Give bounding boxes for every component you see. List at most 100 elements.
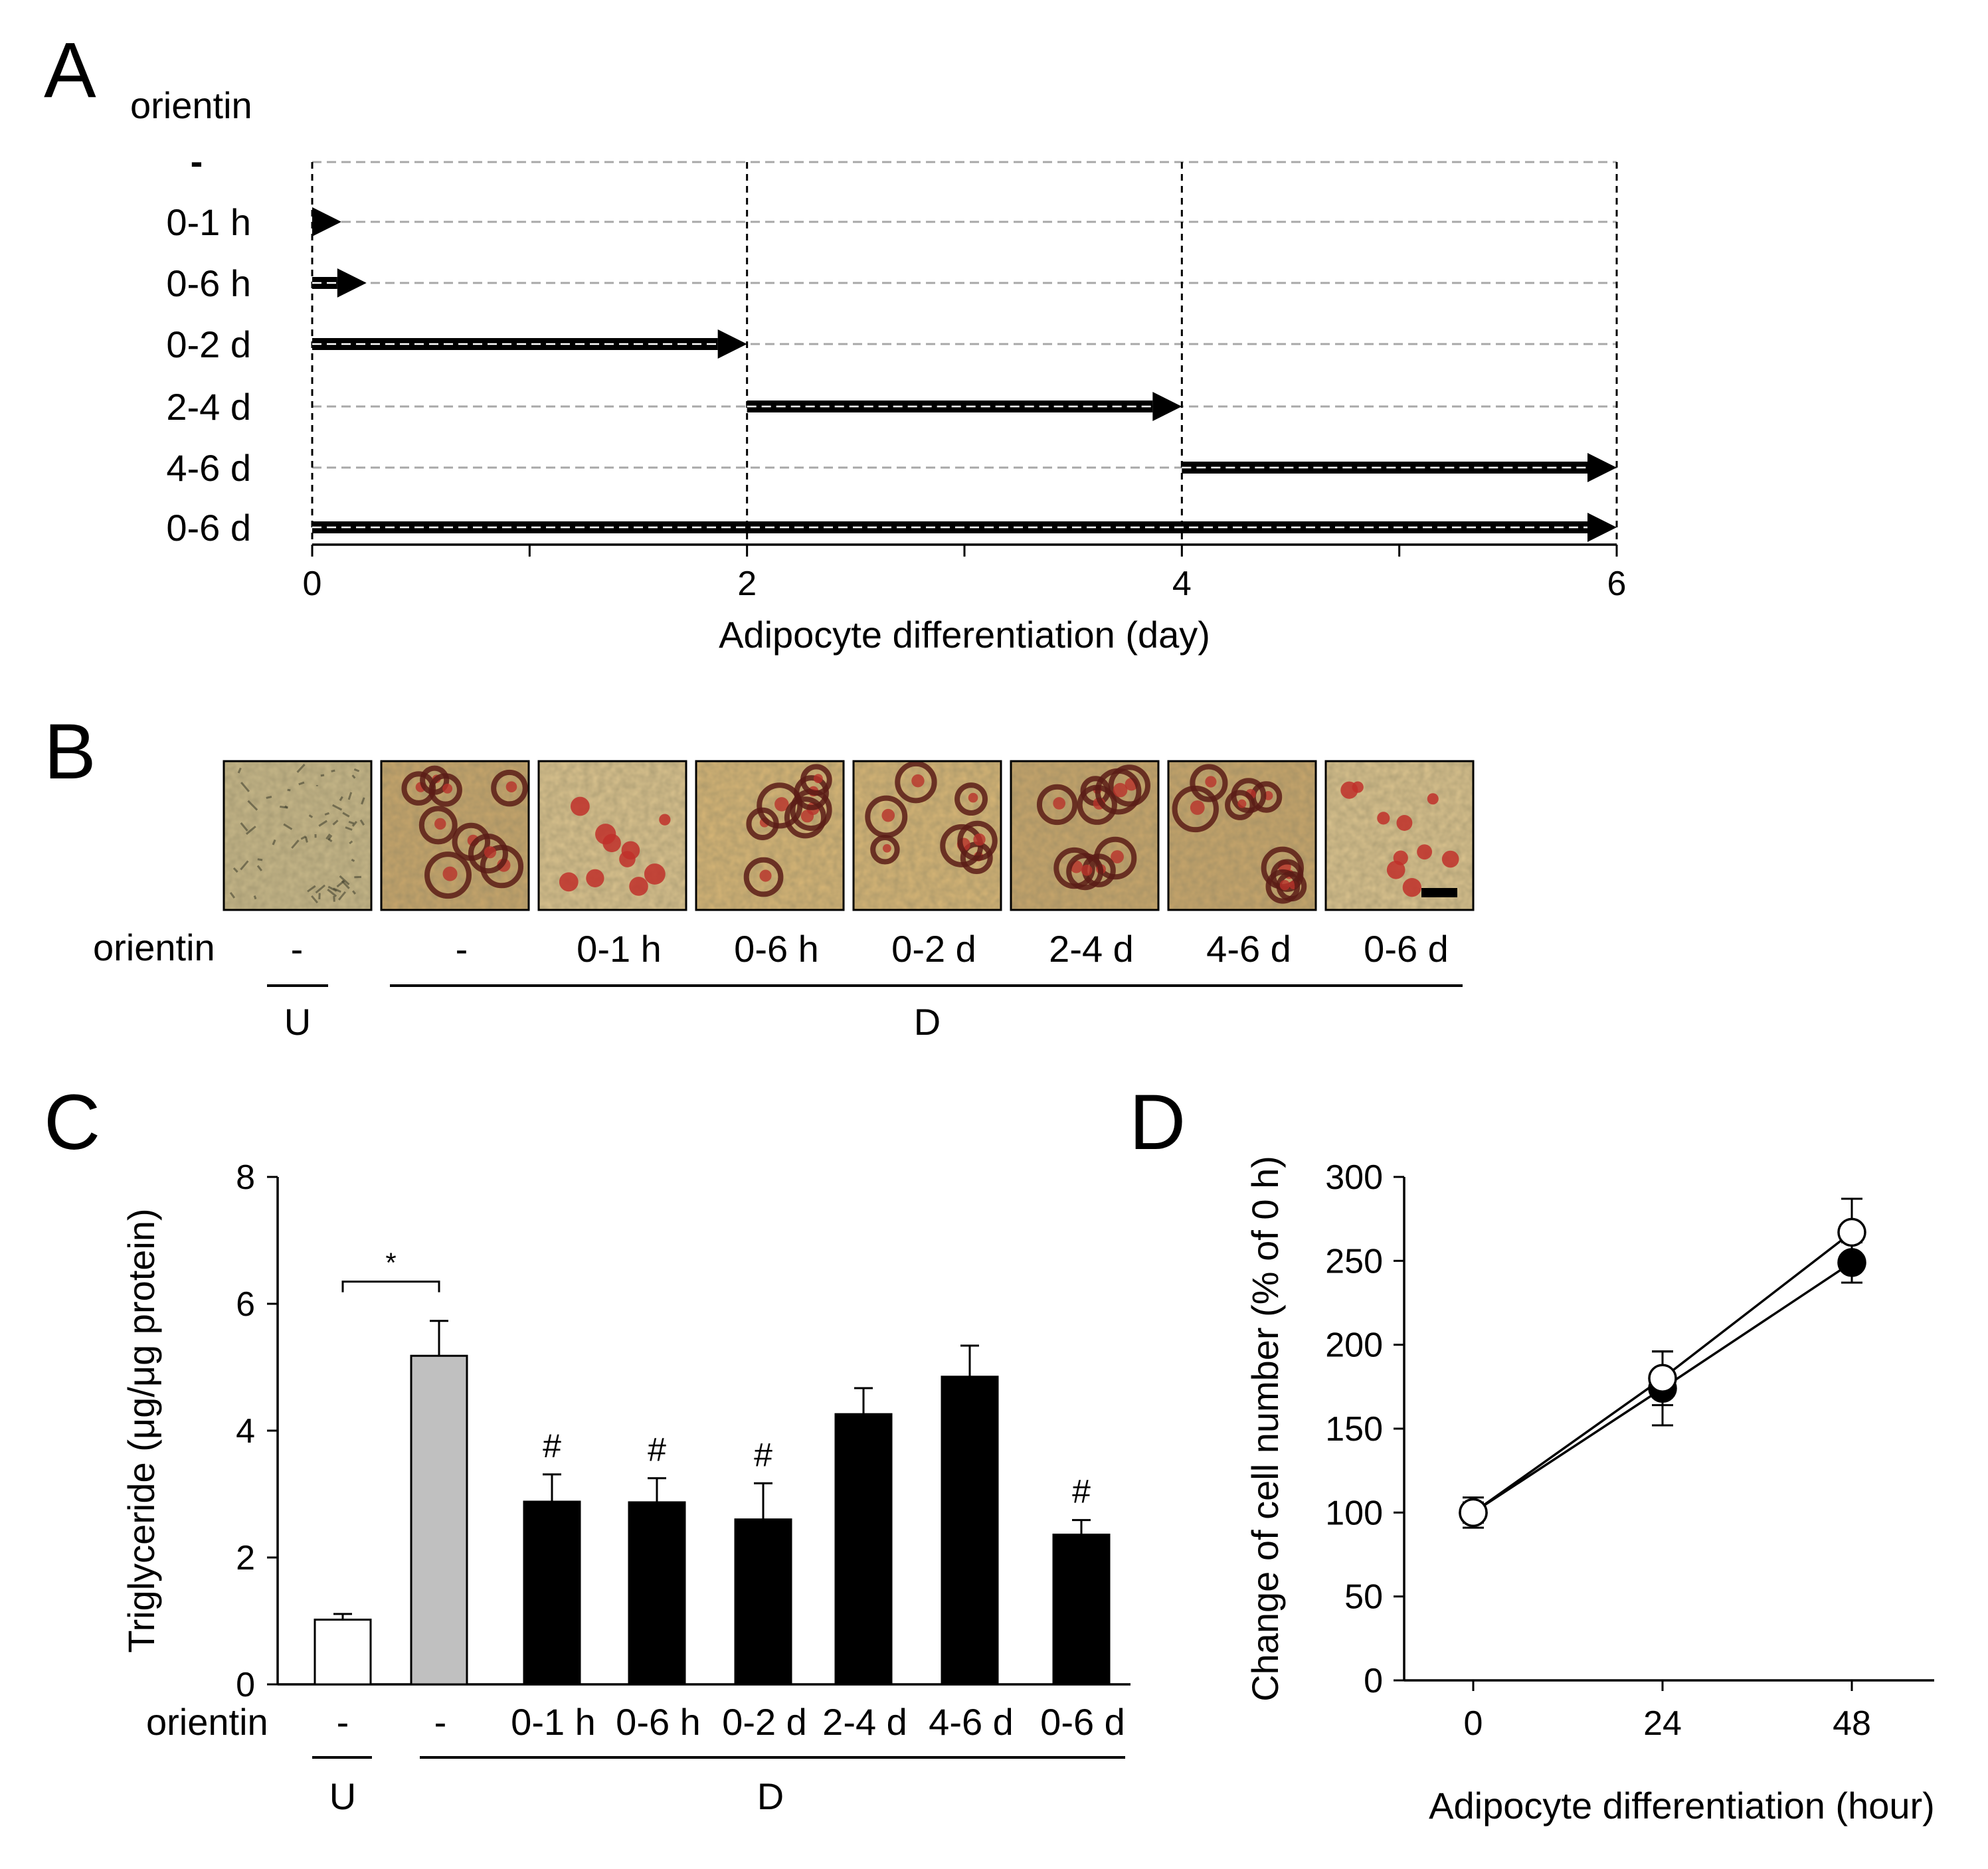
lipid-droplet bbox=[1393, 850, 1408, 865]
row-label: 2-4 d bbox=[166, 386, 251, 428]
fibroblast-mark bbox=[298, 781, 305, 786]
category-label: 0-6 h bbox=[616, 1701, 701, 1743]
fibroblast-mark bbox=[325, 833, 331, 840]
fibroblast-mark bbox=[296, 763, 306, 773]
stained-cell bbox=[1190, 764, 1228, 802]
x-tick-label-a: 2 bbox=[737, 565, 757, 603]
group-label-d-c: D bbox=[757, 1775, 784, 1817]
treatment-bar bbox=[1182, 462, 1587, 474]
treatment-arrowhead bbox=[312, 207, 341, 236]
fibroblast-mark bbox=[351, 820, 357, 827]
fibroblast-mark bbox=[283, 823, 293, 830]
micrograph-border bbox=[852, 760, 1002, 911]
y-tick-label-d: 250 bbox=[1325, 1242, 1383, 1281]
lipid-droplet bbox=[1205, 776, 1217, 788]
lipid-droplet bbox=[442, 866, 458, 881]
treatment-bar bbox=[312, 338, 718, 350]
x-tick-label-d: 48 bbox=[1833, 1704, 1871, 1743]
lipid-droplet bbox=[1237, 799, 1247, 808]
lipid-droplet bbox=[911, 774, 925, 788]
lipid-droplet bbox=[800, 810, 814, 823]
lipid-droplet bbox=[434, 818, 446, 830]
lipid-droplet bbox=[1279, 880, 1291, 891]
fibroblast-mark bbox=[345, 826, 353, 831]
row-label: 0-6 d bbox=[166, 507, 251, 549]
fibroblast-mark bbox=[333, 895, 335, 902]
micrograph-label: 0-6 h bbox=[734, 928, 819, 970]
stained-cell bbox=[954, 782, 988, 816]
fibroblast-mark bbox=[240, 782, 250, 792]
bar-4 bbox=[734, 1518, 792, 1686]
stained-cell bbox=[420, 765, 450, 795]
row-label-untreated: - bbox=[191, 140, 203, 182]
stained-cell bbox=[1108, 764, 1150, 807]
stained-cell bbox=[957, 820, 998, 861]
stained-cell bbox=[1066, 853, 1104, 891]
data-point-open bbox=[1837, 1217, 1866, 1247]
stained-cell bbox=[794, 775, 829, 810]
group-label-u-c: U bbox=[329, 1775, 356, 1817]
significance-hash: # bbox=[1072, 1473, 1091, 1510]
fibroblast-mark bbox=[304, 836, 308, 843]
fibroblast-mark bbox=[331, 769, 335, 772]
micrograph-label: 4-6 d bbox=[1206, 928, 1291, 970]
fibroblast-mark bbox=[247, 800, 258, 811]
micrograph-label: 0-1 h bbox=[577, 928, 662, 970]
fibroblast-mark bbox=[245, 826, 256, 835]
group-label-u: U bbox=[284, 1001, 311, 1043]
fibroblast-mark bbox=[324, 812, 329, 816]
data-point-filled bbox=[1837, 1248, 1866, 1277]
row-label: 0-6 h bbox=[166, 262, 251, 304]
fibroblast-mark bbox=[237, 767, 242, 774]
bar-3 bbox=[628, 1501, 686, 1686]
lipid-droplet bbox=[1190, 800, 1205, 815]
y-tick-label-c: 6 bbox=[236, 1285, 255, 1324]
stained-cell bbox=[1225, 790, 1255, 820]
x-axis-title-a: Adipocyte differentiation (day) bbox=[719, 614, 1210, 656]
x-tick-label-d: 24 bbox=[1643, 1704, 1682, 1743]
x-tick-label-a: 6 bbox=[1607, 565, 1627, 603]
lipid-droplet bbox=[442, 783, 453, 794]
lipid-droplet bbox=[881, 808, 895, 822]
category-label: - bbox=[337, 1701, 349, 1743]
row-label: 0-2 d bbox=[166, 323, 251, 365]
fibroblast-mark bbox=[333, 887, 341, 893]
lipid-droplet bbox=[1386, 860, 1405, 879]
category-label: 0-1 h bbox=[511, 1701, 596, 1743]
scale-bar bbox=[1421, 888, 1457, 897]
lipid-droplet bbox=[595, 824, 616, 845]
fibroblast-mark bbox=[337, 891, 347, 901]
y-tick-label-d: 50 bbox=[1344, 1578, 1383, 1617]
micrograph-border bbox=[1167, 760, 1317, 911]
fibroblast-mark bbox=[256, 865, 262, 871]
panel-a-timeline: orientin 0 2 4 6 Adipocyte differentiation (d… bbox=[130, 84, 1626, 656]
micrograph-label: 0-6 d bbox=[1364, 928, 1449, 970]
fibroblast-mark bbox=[266, 796, 272, 799]
row-label: 0-1 h bbox=[166, 201, 251, 243]
micrograph-border bbox=[537, 760, 687, 911]
lipid-droplet bbox=[505, 781, 517, 792]
y-tick-label-d: 100 bbox=[1325, 1494, 1383, 1532]
fibroblast-mark bbox=[342, 812, 350, 818]
bar-5 bbox=[834, 1413, 893, 1686]
fibroblast-mark bbox=[348, 820, 355, 825]
panel-letter-d: D bbox=[1129, 1079, 1186, 1166]
fibroblast-mark bbox=[240, 860, 249, 871]
y-tick-label-c: 8 bbox=[236, 1158, 255, 1197]
bar-7 bbox=[1052, 1534, 1111, 1686]
treatment-arrowhead bbox=[1587, 453, 1617, 482]
stained-cell bbox=[743, 857, 784, 897]
bar-1 bbox=[410, 1354, 468, 1686]
fibroblast-mark bbox=[291, 840, 300, 849]
lipid-droplet bbox=[659, 814, 671, 826]
lipid-droplet bbox=[1377, 812, 1390, 825]
fibroblast-mark bbox=[257, 858, 263, 861]
y-tick-label-c: 4 bbox=[236, 1412, 255, 1451]
micrograph-label: 0-2 d bbox=[891, 928, 976, 970]
stained-cell bbox=[418, 806, 458, 845]
fibroblast-mark bbox=[318, 820, 327, 827]
fibroblast-mark bbox=[284, 805, 288, 809]
lipid-droplet bbox=[813, 774, 823, 784]
category-label: 0-6 d bbox=[1040, 1701, 1125, 1743]
